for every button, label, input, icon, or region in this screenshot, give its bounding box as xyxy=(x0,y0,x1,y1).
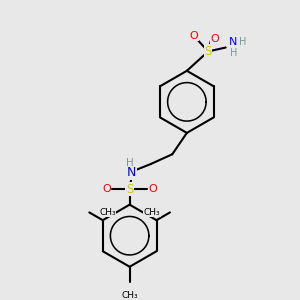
Text: CH₃: CH₃ xyxy=(99,208,116,217)
Text: H: H xyxy=(230,48,237,58)
Text: S: S xyxy=(126,183,133,196)
Text: N: N xyxy=(127,166,136,179)
Text: CH₃: CH₃ xyxy=(121,291,138,300)
Text: O: O xyxy=(148,184,157,194)
Text: H: H xyxy=(239,37,247,47)
Text: N: N xyxy=(229,37,238,47)
Text: O: O xyxy=(189,31,198,41)
Text: CH₃: CH₃ xyxy=(144,208,160,217)
Text: H: H xyxy=(126,158,134,168)
Text: S: S xyxy=(205,45,212,58)
Text: O: O xyxy=(211,34,219,44)
Text: O: O xyxy=(102,184,111,194)
